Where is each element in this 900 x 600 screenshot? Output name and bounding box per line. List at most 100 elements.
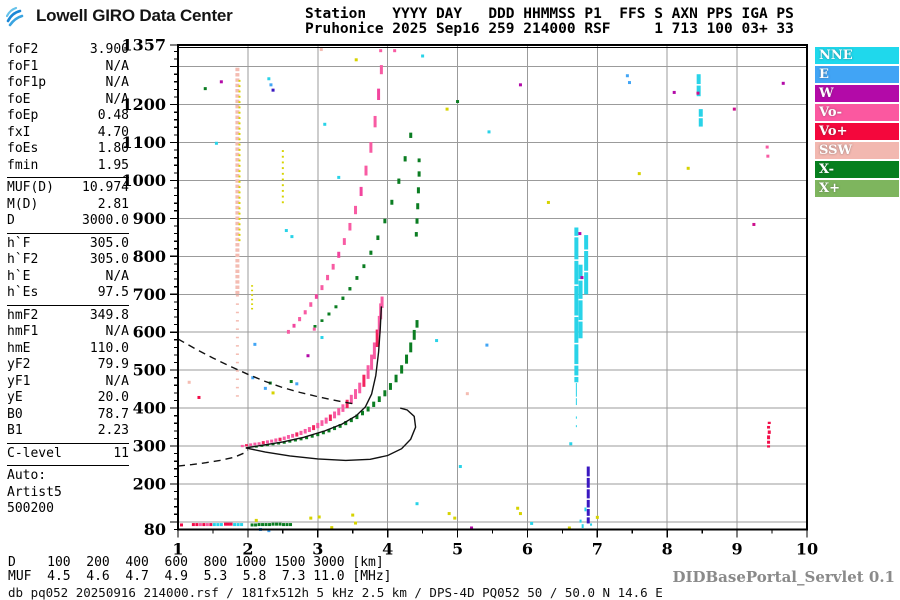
axis-ticks (170, 44, 808, 538)
param-row-foe: foE N/A (7, 92, 129, 109)
panel-divider (7, 465, 129, 466)
param-label: foEs (7, 141, 39, 156)
series-F-trace-2hop-X (313, 132, 413, 328)
auto-scaler-line: 500200 (7, 501, 54, 516)
param-label: foF1p (7, 75, 47, 90)
logo-text: Lowell GIRO Data Center (36, 6, 233, 25)
param-label: M(D) (7, 196, 39, 212)
y-tick-label: 600 (133, 323, 166, 342)
param-value: 79.9 (97, 357, 129, 372)
param-row-hmf2: hmF2 349.8 (7, 308, 129, 325)
station-info-line2: Pruhonice 2025 Sep16 259 214000 RSF 1 71… (305, 21, 794, 37)
series-F-trace-1hop-O (240, 296, 384, 448)
y-tick-label: 80 (144, 520, 166, 539)
series-Es-trace-O (191, 522, 244, 527)
auto-scaler-line: Auto: (7, 468, 47, 483)
param-label: yF1 (7, 373, 31, 389)
param-value: 2.23 (97, 423, 129, 438)
param-row-fxi: fxI 4.70 (7, 125, 129, 142)
param-value: N/A (105, 268, 129, 284)
scan-info-line: db pq052 20250916 214000.rsf / 181fx512h… (8, 585, 663, 600)
param-row-foes: foEs 1.80 (7, 141, 129, 158)
series-oblique-NNE-streaks (574, 74, 703, 383)
giro-logo: Lowell GIRO Data Center (6, 5, 233, 27)
param-label: yF2 (7, 357, 31, 372)
param-value: 305.0 (89, 235, 129, 251)
param-label: hmF1 (7, 324, 39, 339)
series-low-streak-cyan (579, 507, 593, 528)
param-row-hf: h`F 305.0 (7, 236, 129, 253)
muf-table-d-row: D 100 200 400 600 800 1000 1500 3000 [km… (8, 555, 384, 570)
param-row-mufd: MUF(D) 10.974 (7, 180, 129, 197)
param-label: h`Es (7, 285, 39, 300)
series-artist-fit-hook (245, 407, 417, 462)
param-row-hme: hmE 110.0 (7, 341, 129, 358)
param-panel: foF2 3.900 foF1 N/A foF1p N/A foE N/A foEp 0.48 fx… (7, 42, 129, 518)
y-tick-label: 500 (133, 361, 166, 380)
y-tick-label: 700 (133, 285, 166, 304)
param-row-fmin: fmin 1.95 (7, 158, 129, 175)
legend-item-e: E (815, 66, 899, 83)
param-label: D (7, 213, 15, 228)
param-value: 3000.0 (82, 213, 129, 228)
panel-divider (7, 304, 129, 306)
legend-item-w: W (815, 85, 899, 102)
x-tick-label: 9 (732, 540, 743, 559)
param-value: 11 (113, 445, 129, 461)
series-F-2hop-X-cusp (414, 158, 421, 237)
series-Es-trace-X (250, 522, 293, 527)
muf-table: D 100 200 400 600 800 1000 1500 3000 [km… (8, 556, 392, 583)
param-row-d: D 3000.0 (7, 213, 129, 230)
param-row-hmf1: hmF1 N/A (7, 324, 129, 341)
param-value: 305.0 (89, 252, 129, 267)
param-value: 2.81 (97, 196, 129, 212)
param-row-fof2: foF2 3.900 (7, 42, 129, 59)
y-tick-label: 800 (133, 247, 166, 266)
station-info-line1: Station YYYY DAY DDD HHMMSS P1 FFS S AXN… (305, 6, 794, 22)
series-profile-dashed-lower (177, 449, 249, 467)
series-echo-cluster-Vo+ (767, 421, 771, 448)
param-label: MUF(D) (7, 180, 54, 195)
param-row-yf1: yF1 N/A (7, 374, 129, 391)
muf-table-muf-row: MUF 4.5 4.6 4.7 4.9 5.3 5.8 7.3 11.0 [MH… (8, 568, 392, 584)
param-value: 97.5 (97, 285, 129, 300)
y-tick-label: 1100 (121, 133, 166, 152)
param-value: N/A (105, 373, 129, 389)
y-tick-label: 1000 (121, 171, 166, 190)
x-tick-label: 2 (242, 540, 253, 559)
param-row-b0: B0 78.7 (7, 407, 129, 424)
plot-frame (177, 44, 808, 531)
param-row-fof1p: foF1p N/A (7, 75, 129, 92)
x-tick-label: 1 (172, 540, 183, 559)
legend-item-x: X+ (815, 180, 899, 197)
series-spread-column-SSW-main (235, 67, 240, 295)
station-info-header: Station YYYY DAY DDD HHMMSS P1 FFS S AXN… (305, 7, 794, 37)
panel-divider (7, 232, 129, 234)
param-label: B0 (7, 406, 23, 422)
param-value: 3.900 (89, 42, 129, 57)
param-row-foep: foEp 0.48 (7, 108, 129, 125)
param-label: foF1 (7, 58, 39, 74)
param-label: B1 (7, 423, 23, 438)
legend-item-x: X- (815, 161, 899, 178)
axis-labels: 1357120011001000900800700600500400300200… (121, 36, 818, 559)
servlet-version-label: DIDBasePortal_Servlet 0.1 (672, 568, 895, 586)
series-low-streak-indigo (586, 466, 590, 524)
param-value: 1.80 (97, 141, 129, 156)
param-label: fmin (7, 157, 39, 173)
auto-scaler-line: Artist5 (7, 484, 62, 500)
series-noise-echoes (179, 48, 785, 533)
series-yellow-dash-2.06MHz (251, 285, 254, 310)
param-row-hf2: h`F2 305.0 (7, 252, 129, 269)
series-oblique-NNE-thin (575, 383, 577, 428)
param-row-yf2: yF2 79.9 (7, 357, 129, 374)
param-row-clevel: C-level 11 (7, 446, 129, 463)
x-tick-label: 10 (796, 540, 818, 559)
panel-divider (7, 177, 129, 178)
param-value: N/A (105, 324, 129, 339)
param-row-fof1: foF1 N/A (7, 59, 129, 76)
series-F-trace-1hop-X (254, 320, 419, 448)
param-label: foF2 (7, 42, 39, 57)
param-value: 10.974 (82, 180, 129, 195)
